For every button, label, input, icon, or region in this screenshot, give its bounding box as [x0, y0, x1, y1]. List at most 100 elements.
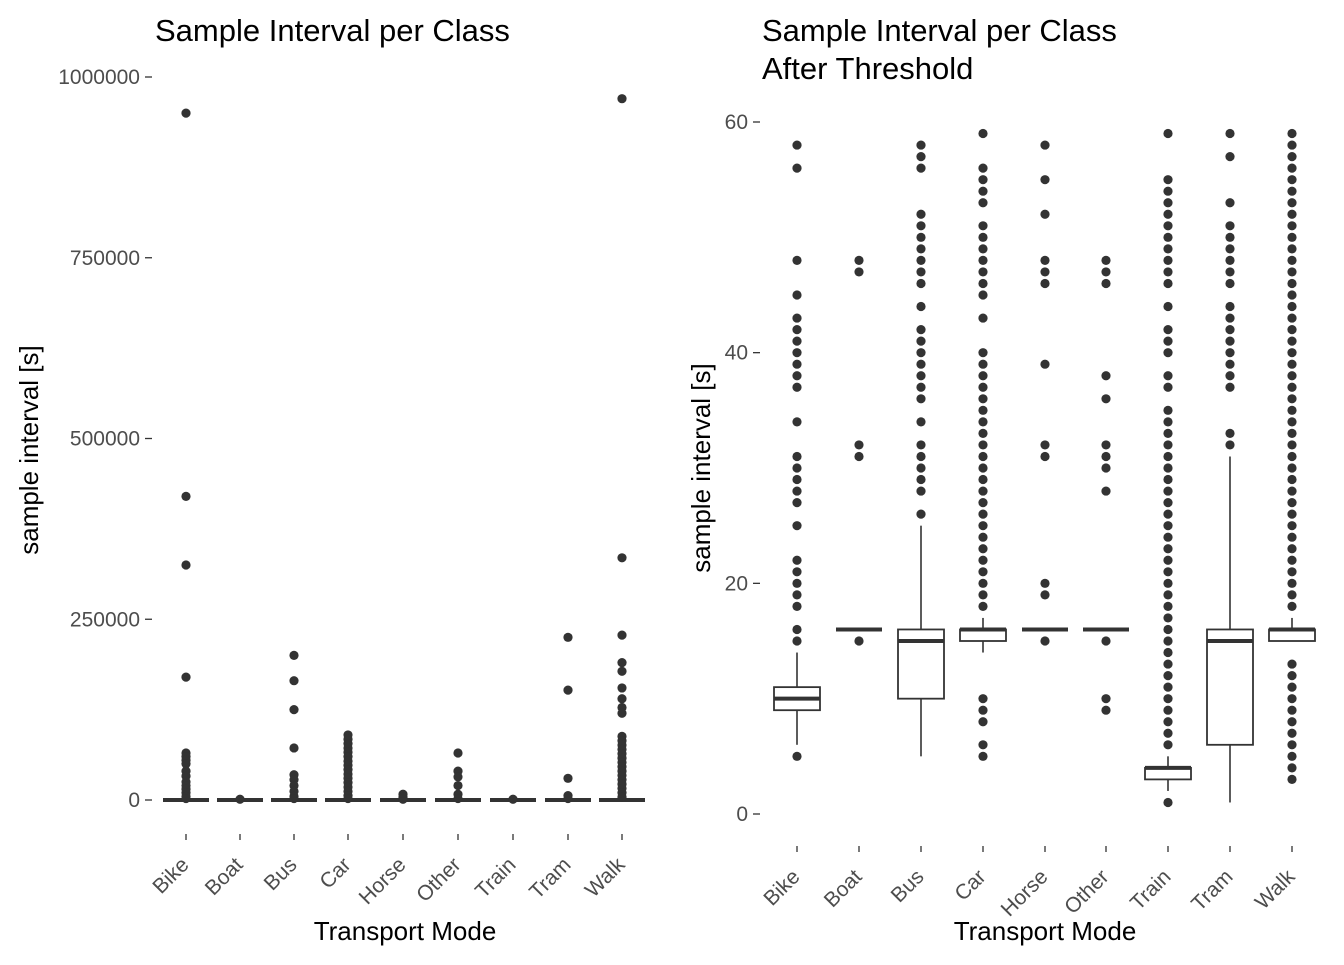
outlier-point	[1040, 578, 1050, 588]
outlier-point	[1163, 532, 1173, 542]
outlier-point	[978, 267, 988, 277]
outlier-point	[1101, 705, 1111, 715]
outlier-point	[1040, 636, 1050, 646]
outlier-point	[978, 405, 988, 415]
outlier-point	[792, 382, 802, 392]
outlier-point	[1101, 694, 1111, 704]
outlier-point	[1040, 359, 1050, 369]
outlier-point	[916, 163, 926, 173]
x-tick-label: Train	[1126, 865, 1176, 915]
outlier-point	[181, 672, 191, 682]
outlier-point	[1287, 313, 1297, 323]
outlier-point	[1163, 555, 1173, 565]
x-tick-label: Boat	[201, 853, 248, 900]
y-tick-label: 0	[736, 803, 748, 826]
outlier-point	[1163, 267, 1173, 277]
outlier-point	[1287, 544, 1297, 554]
outlier-point	[1163, 740, 1173, 750]
outlier-point	[916, 221, 926, 231]
outlier-point	[1163, 521, 1173, 531]
outlier-point	[181, 793, 191, 804]
outlier-point	[1287, 290, 1297, 300]
outlier-point	[1040, 440, 1050, 450]
outlier-point	[1287, 463, 1297, 473]
outlier-point	[1225, 440, 1235, 450]
outlier-point	[1163, 797, 1173, 808]
outlier-point	[916, 255, 926, 265]
outlier-point	[978, 751, 988, 761]
box-bus	[271, 650, 317, 804]
outlier-point	[978, 163, 988, 173]
outlier-point	[1101, 451, 1111, 462]
outlier-point	[916, 244, 926, 254]
outlier-point	[1163, 232, 1173, 242]
box-car	[325, 730, 371, 804]
outlier-point	[1225, 325, 1235, 335]
y-tick-label: 0	[128, 789, 140, 812]
outlier-point	[1163, 301, 1173, 312]
outlier-point	[978, 544, 988, 554]
outlier-point	[1163, 590, 1173, 600]
outlier-point	[1225, 198, 1235, 208]
x-tick-label: Bike	[148, 853, 193, 898]
outlier-point	[978, 705, 988, 715]
outlier-point	[1287, 221, 1297, 231]
outlier-point	[978, 244, 988, 254]
outlier-point	[1163, 336, 1173, 346]
outlier-point	[453, 780, 463, 791]
outlier-point	[1101, 636, 1111, 646]
left-panel: Sample Interval per Class Transport Mode…	[14, 13, 645, 946]
outlier-point	[1163, 175, 1173, 185]
outlier-point	[978, 255, 988, 265]
outlier-point	[1163, 474, 1173, 485]
outlier-point	[617, 694, 627, 704]
outlier-point	[792, 417, 802, 427]
outlier-point	[1163, 428, 1173, 438]
outlier-point	[1287, 175, 1297, 185]
outlier-point	[1287, 428, 1297, 438]
outlier-point	[978, 198, 988, 208]
outlier-point	[1287, 659, 1297, 669]
outlier-point	[978, 509, 988, 519]
x-tick-label: Walk	[1251, 865, 1300, 914]
outlier-point	[563, 793, 573, 804]
outlier-point	[792, 451, 802, 462]
outlier-point	[1287, 336, 1297, 346]
outlier-point	[1225, 221, 1235, 231]
outlier-point	[978, 382, 988, 392]
outlier-point	[792, 578, 802, 588]
outlier-point	[1225, 313, 1235, 323]
outlier-point	[1101, 463, 1111, 473]
box-train	[1144, 128, 1192, 808]
x-tick-label: Other	[412, 853, 465, 906]
outlier-point	[1163, 728, 1173, 738]
outlier-point	[1225, 301, 1235, 312]
outlier-point	[1163, 694, 1173, 704]
outlier-point	[1101, 440, 1111, 450]
outlier-point	[1287, 717, 1297, 727]
outlier-point	[289, 793, 299, 804]
x-tick-label: Horse	[355, 853, 411, 909]
outlier-point	[1287, 359, 1297, 369]
outlier-point	[916, 278, 926, 289]
outlier-point	[1101, 371, 1111, 381]
left-y-axis-label: sample interval [s]	[14, 345, 44, 555]
outlier-point	[792, 590, 802, 600]
outlier-point	[1287, 232, 1297, 242]
outlier-point	[978, 175, 988, 185]
outlier-point	[916, 336, 926, 346]
outlier-point	[289, 743, 299, 753]
x-tick-label: Car	[315, 853, 355, 893]
outlier-point	[1101, 255, 1111, 265]
outlier-point	[916, 301, 926, 312]
outlier-point	[617, 658, 627, 668]
outlier-point	[1287, 474, 1297, 485]
outlier-point	[1287, 751, 1297, 761]
outlier-point	[1287, 774, 1297, 785]
iqr-box	[1206, 628, 1254, 746]
outlier-point	[916, 463, 926, 473]
outlier-point	[916, 394, 926, 404]
x-tick-label: Train	[471, 853, 521, 903]
outlier-point	[792, 325, 802, 335]
x-tick-label: Tram	[525, 853, 575, 903]
